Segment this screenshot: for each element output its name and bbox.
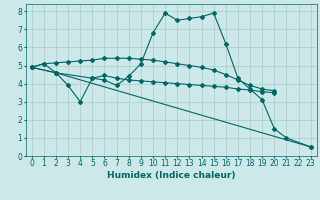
X-axis label: Humidex (Indice chaleur): Humidex (Indice chaleur)	[107, 171, 236, 180]
